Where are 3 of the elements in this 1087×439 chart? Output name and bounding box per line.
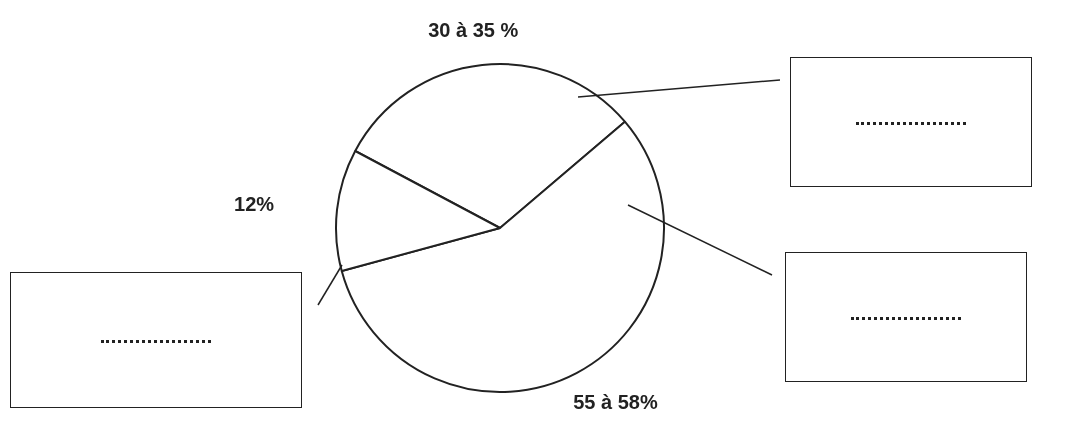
slice-label: 12% <box>234 193 275 216</box>
slice-label: 30 à 35 % <box>428 18 519 41</box>
slice-label: 55 à 58% <box>573 390 658 413</box>
